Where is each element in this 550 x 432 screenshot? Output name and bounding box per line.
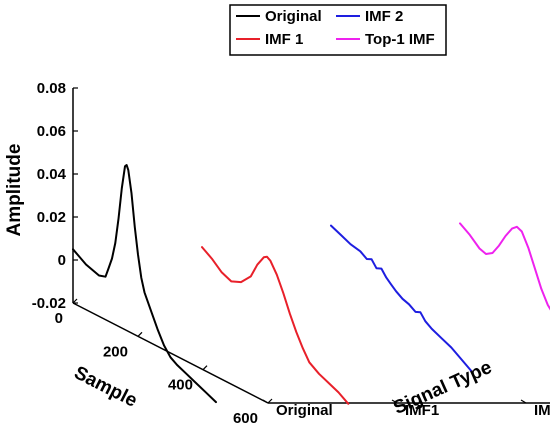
x-tick-mark [137,331,143,337]
y-axis-title: Signal Type [390,357,495,419]
x-tick-label: 600 [233,410,258,427]
legend-label: IMF 2 [365,8,403,25]
z-tick-label: 0.06 [37,123,66,140]
y-tick-mark [520,399,527,404]
z-tick-label: 0.04 [37,166,67,183]
x-tick-mark [72,298,78,304]
y-tick-mark [391,399,398,404]
series-line-original [72,164,217,404]
y-tick-label: IMF1 [405,402,439,419]
x-tick-label: 0 [55,310,63,327]
legend-label: IMF 1 [265,31,303,48]
z-tick-label: 0 [58,252,66,269]
legend-label: Top-1 IMF [365,31,435,48]
series-line-top-1-imf [459,222,550,311]
z-tick-label: 0.02 [37,209,66,226]
z-axis-title: Amplitude [4,144,25,237]
x-axis-line [72,302,269,404]
series-lines [72,164,550,405]
z-tick-label: 0.08 [37,80,66,97]
x-tick-label: 200 [103,343,128,360]
x-tick-mark [267,398,273,404]
legend-box [229,4,447,56]
x-tick-label: 400 [168,377,193,394]
x-axis-title: Sample [71,362,141,411]
y-tick-mark [262,399,269,404]
z-tick-label: -0.02 [32,295,66,312]
series-line-imf-2 [330,224,472,372]
legend-label: Original [265,8,322,25]
y-tick-label: Original [276,402,333,419]
series-line-imf-1 [201,246,350,405]
x-tick-mark [202,365,208,371]
axes: -0.0200.020.040.060.08Amplitude020040060… [4,80,550,427]
legend: Original IMF 2 IMF 1 Top-1 IMF [229,4,447,56]
